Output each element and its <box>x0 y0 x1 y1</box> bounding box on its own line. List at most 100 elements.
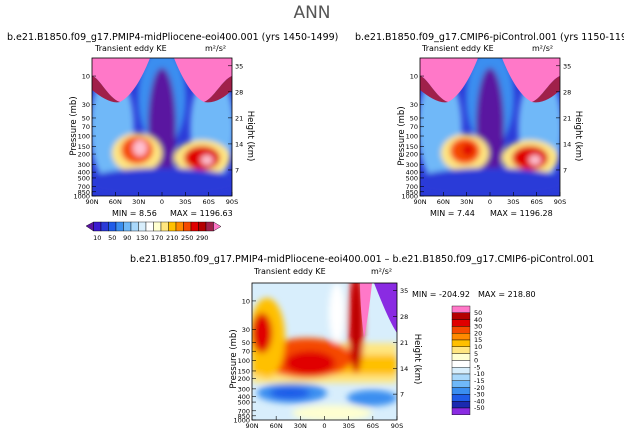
panel2-units: m²/s² <box>532 44 554 53</box>
x-tick-label: 0 <box>488 198 492 206</box>
y-tick-label: 10 <box>242 297 250 305</box>
colorbar-label: -10 <box>474 370 485 378</box>
panel2-ylabel: Pressure (mb) <box>397 106 407 165</box>
colorbar-label: 90 <box>123 234 131 242</box>
colorbar-swatch <box>451 360 471 368</box>
colorbar-swatch <box>153 221 162 232</box>
panel2-max-label: MAX = <box>490 209 520 218</box>
colorbar-swatch <box>198 221 207 232</box>
panel3-max-value: 218.80 <box>507 290 536 299</box>
y-right-tick-label: 28 <box>400 313 408 321</box>
colorbar-swatch <box>451 373 471 382</box>
colorbar-swatch <box>451 339 471 348</box>
y-tick-label: 700 <box>238 407 250 415</box>
y-tick-label: 400 <box>238 393 250 401</box>
colorbar-swatch <box>100 221 109 232</box>
y-right-tick-label: 21 <box>235 114 243 122</box>
y-tick-label: 150 <box>78 143 90 151</box>
y-right-tick-label: 14 <box>400 365 408 373</box>
colorbar-swatch <box>190 221 199 232</box>
colorbar-swatch <box>451 319 471 327</box>
x-tick-label: 90S <box>226 198 238 206</box>
y-tick-label: 50 <box>242 339 250 347</box>
y-tick-label: 300 <box>78 161 90 169</box>
colorbar-label: 15 <box>474 336 482 344</box>
y-tick-label: 500 <box>406 174 418 182</box>
y-tick-label: 50 <box>82 114 90 122</box>
colorbar-swatch <box>451 326 471 334</box>
colorbar-label: 290 <box>196 234 208 242</box>
panel1-subtitle: Transient eddy KE <box>95 44 167 53</box>
y-right-tick-label: 35 <box>400 287 408 295</box>
colorbar-swatch <box>451 312 471 320</box>
colorbar-swatch <box>123 221 132 232</box>
y-right-tick-label: 28 <box>563 88 571 96</box>
colorbar-label: 30 <box>474 323 482 331</box>
colorbar-swatch <box>451 346 471 354</box>
colorbar-swatch <box>85 221 94 232</box>
panel1-min-label: MIN = <box>112 209 140 218</box>
y-tick-label: 850 <box>406 188 418 196</box>
colorbar-label: 10 <box>474 343 482 351</box>
x-tick-label: 90N <box>245 422 258 430</box>
panel2-field <box>420 58 560 196</box>
colorbar-swatch <box>451 367 471 375</box>
y-tick-label: 700 <box>406 183 418 191</box>
colorbar-swatch <box>115 221 124 232</box>
panel3-min-value: -204.92 <box>439 290 470 299</box>
colorbar-label: -5 <box>474 363 480 371</box>
colorbar-swatch <box>130 221 139 232</box>
colorbar-swatch <box>213 221 222 232</box>
y-tick-label: 400 <box>78 169 90 177</box>
colorbar-label: 10 <box>93 234 101 242</box>
page-title: ANN <box>293 3 331 23</box>
y-tick-label: 400 <box>406 169 418 177</box>
colorbar-label: -40 <box>474 397 485 405</box>
panel3-ylabel: Pressure (mb) <box>229 329 239 388</box>
colorbar-label: -15 <box>474 377 485 385</box>
x-tick-label: 60S <box>367 422 379 430</box>
x-tick-label: 90N <box>85 198 98 206</box>
x-tick-label: 30N <box>460 198 473 206</box>
colorbar-swatch <box>160 221 169 232</box>
y-tick-label: 150 <box>406 143 418 151</box>
y-right-tick-label: 14 <box>563 140 571 148</box>
y-tick-label: 500 <box>238 399 250 407</box>
colorbar-swatch <box>168 221 177 232</box>
panel3-subtitle: Transient eddy KE <box>254 267 326 276</box>
panel3-max: MAX = 218.80 <box>478 290 536 299</box>
panel2-max-value: 1196.28 <box>519 209 553 218</box>
colorbar-label: 170 <box>151 234 163 242</box>
colorbar-label: -30 <box>474 391 485 399</box>
colorbar-label: 40 <box>474 316 482 324</box>
panel1-min-value: 8.56 <box>139 209 157 218</box>
y-tick-label: 300 <box>238 385 250 393</box>
y-tick-label: 30 <box>242 326 250 334</box>
panel3-max-label: MAX = <box>478 290 508 299</box>
panel3-units: m²/s² <box>371 267 393 276</box>
y-tick-label: 850 <box>238 412 250 420</box>
panel1-max: MAX = 1196.63 <box>170 209 233 218</box>
colorbar-swatch <box>451 400 471 409</box>
y-tick-label: 70 <box>242 348 250 356</box>
colorbar-swatch <box>183 221 192 232</box>
panel2-subtitle: Transient eddy KE <box>422 44 494 53</box>
colorbar-swatch <box>175 221 184 232</box>
y-right-tick-label: 7 <box>563 166 567 174</box>
panel2-title: b.e21.B1850.f09_g17.CMIP6-piControl.001 … <box>355 32 624 43</box>
y-right-tick-label: 28 <box>235 88 243 96</box>
panel2-plot: 1030507010015020030040050070085010003528… <box>397 57 583 206</box>
colorbar-label: 50 <box>108 234 116 242</box>
x-tick-label: 0 <box>160 198 164 206</box>
y-tick-label: 100 <box>78 133 90 141</box>
panel3-field <box>252 283 397 420</box>
colorbar-label: 130 <box>136 234 148 242</box>
colorbar-swatch <box>451 305 471 314</box>
x-tick-label: 60N <box>109 198 122 206</box>
panel3-title: b.e21.B1850.f09_g17.PMIP4-midPliocene-eo… <box>130 254 595 265</box>
x-tick-label: 90S <box>554 198 566 206</box>
x-tick-label: 0 <box>322 422 326 430</box>
colorbar-swatch <box>451 387 471 395</box>
x-tick-label: 30S <box>342 422 354 430</box>
